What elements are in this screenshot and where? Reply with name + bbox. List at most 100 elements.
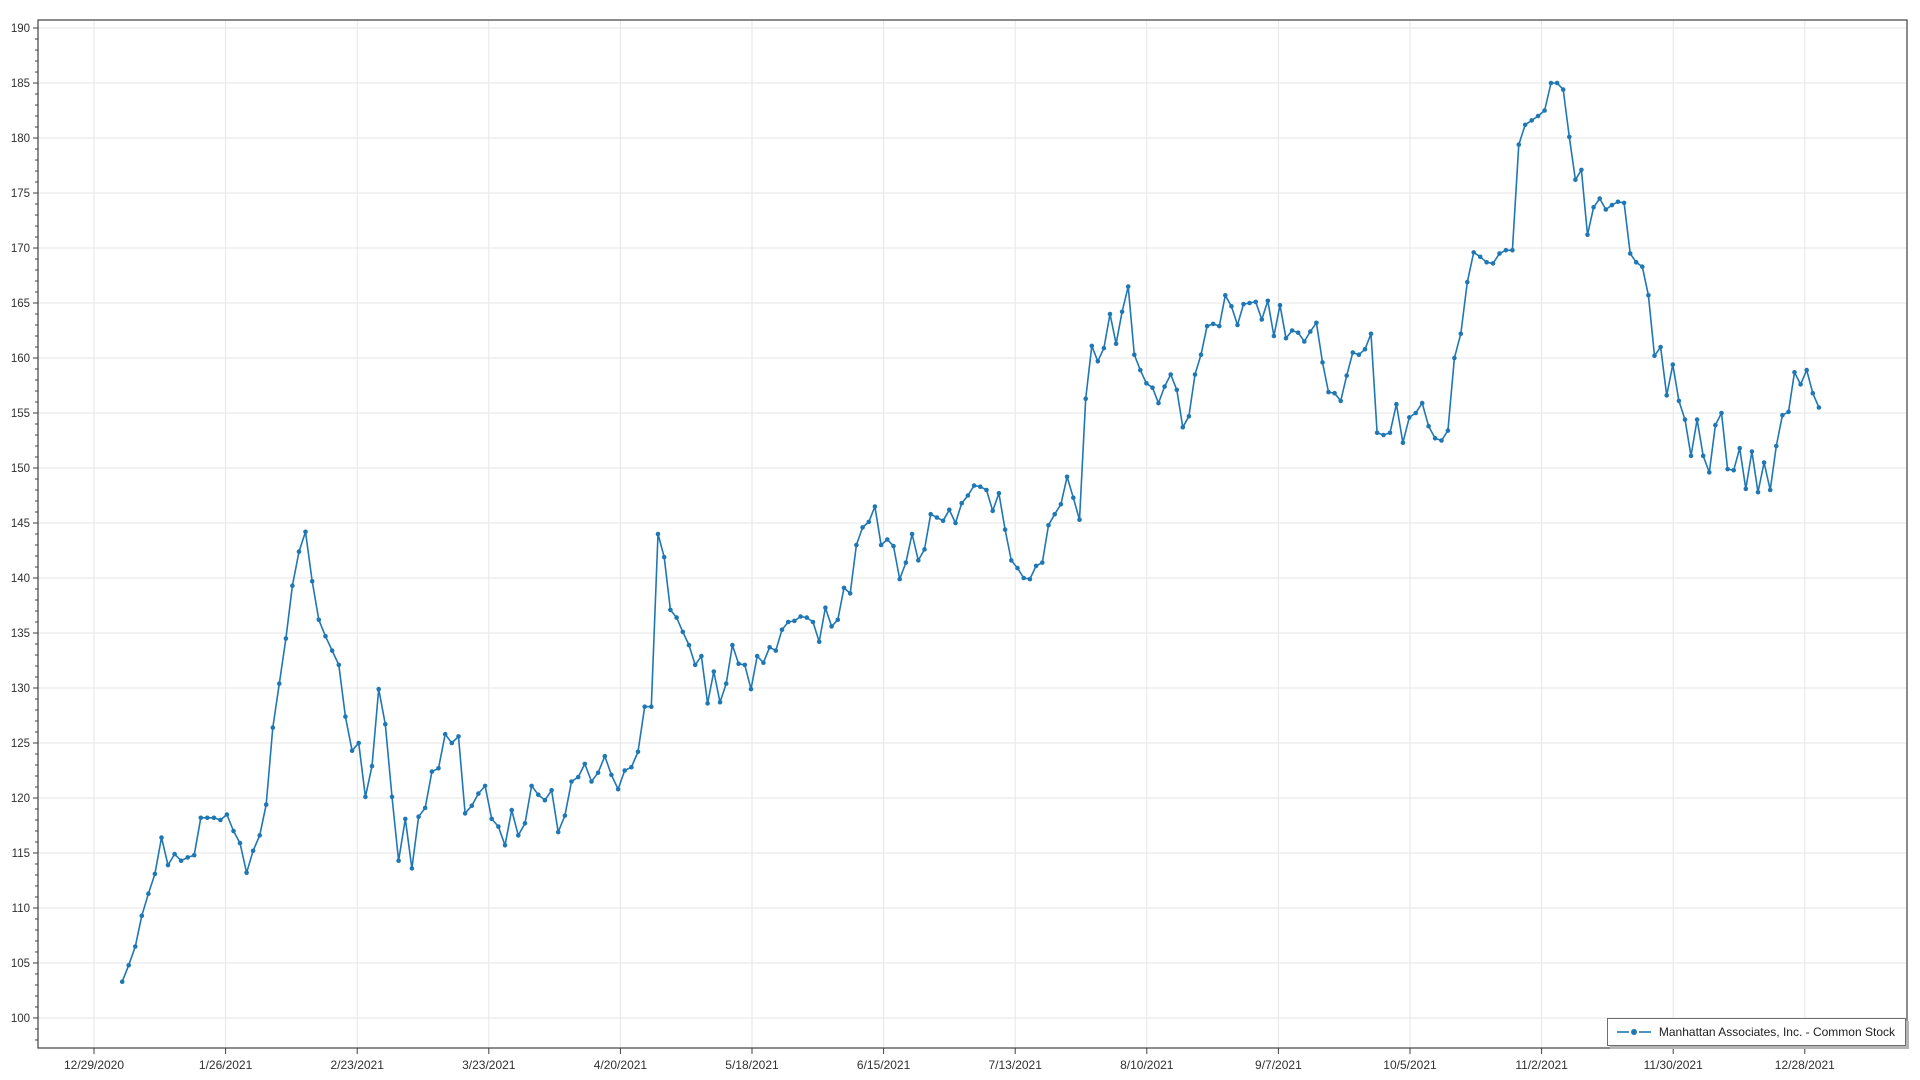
data-point <box>1192 372 1198 377</box>
x-tick-label: 10/5/2021 <box>1383 1058 1437 1072</box>
data-point <box>1101 345 1107 351</box>
data-point <box>903 560 909 565</box>
data-point <box>1737 445 1742 451</box>
data-point <box>1761 460 1767 465</box>
data-point <box>1009 558 1014 563</box>
y-tick-label: 125 <box>11 738 30 750</box>
data-point <box>854 542 859 548</box>
data-point <box>396 858 401 863</box>
data-point <box>1646 293 1651 298</box>
data-point <box>978 484 983 490</box>
data-point <box>928 511 933 517</box>
data-point <box>1241 301 1246 307</box>
data-point <box>1125 284 1131 289</box>
data-point <box>810 619 816 625</box>
gridlines <box>38 20 1907 1048</box>
data-point <box>1277 302 1283 308</box>
data-point <box>1713 422 1718 428</box>
data-point <box>1381 432 1386 438</box>
x-tick-label: 4/20/2021 <box>594 1058 648 1072</box>
data-point <box>126 962 131 968</box>
data-point <box>376 686 382 692</box>
data-point <box>152 871 158 877</box>
data-point <box>1095 359 1101 364</box>
data-point <box>1503 247 1509 253</box>
data-point <box>343 714 348 719</box>
data-point <box>1077 517 1082 522</box>
data-point <box>1413 410 1418 416</box>
data-point <box>692 662 698 668</box>
data-point <box>303 529 308 535</box>
data-point <box>1676 398 1682 404</box>
data-point <box>582 761 588 767</box>
data-point <box>363 794 368 800</box>
data-point <box>178 858 184 863</box>
data-point <box>717 700 723 705</box>
data-point <box>1210 321 1216 327</box>
x-tick-label: 5/18/2021 <box>725 1058 779 1072</box>
data-point <box>1798 382 1803 387</box>
data-point <box>449 740 455 746</box>
y-tick-label: 140 <box>11 573 30 585</box>
data-point <box>323 634 328 639</box>
data-point <box>1603 207 1609 212</box>
data-point <box>841 585 847 591</box>
data-point <box>1326 389 1331 395</box>
data-point <box>1064 474 1070 480</box>
data-point <box>1445 428 1451 433</box>
data-point <box>1407 415 1412 420</box>
data-point <box>1180 425 1186 430</box>
data-point <box>816 639 822 645</box>
data-point <box>1350 350 1356 355</box>
data-point <box>489 816 495 822</box>
data-point <box>502 843 508 848</box>
data-point <box>1156 400 1161 406</box>
y-tick-label: 175 <box>11 188 30 200</box>
x-tick-label: 1/26/2021 <box>199 1058 253 1072</box>
data-point <box>1694 417 1700 422</box>
data-point <box>529 783 534 789</box>
data-point <box>1743 486 1749 492</box>
data-point <box>383 722 388 727</box>
data-point <box>1688 453 1694 459</box>
data-point <box>1548 80 1554 86</box>
data-point <box>1452 355 1457 361</box>
legend-series-label: Manhattan Associates, Inc. - Common Stoc… <box>1658 1025 1895 1039</box>
data-point <box>1419 400 1425 406</box>
data-point <box>1247 300 1252 306</box>
data-point <box>1640 264 1645 270</box>
y-axis-ticks <box>33 27 38 1041</box>
data-point <box>823 605 828 610</box>
data-point <box>1052 511 1057 517</box>
data-point <box>139 913 145 918</box>
data-point <box>1554 80 1560 86</box>
data-point <box>456 734 461 739</box>
data-point <box>1804 367 1809 373</box>
data-point <box>655 531 661 537</box>
data-point <box>270 725 276 730</box>
data-point <box>1700 453 1706 459</box>
data-point <box>1490 261 1496 266</box>
y-tick-label: 135 <box>11 628 30 640</box>
data-point <box>356 740 362 746</box>
x-tick-label: 12/29/2020 <box>64 1058 124 1072</box>
data-point <box>1816 405 1822 410</box>
data-point <box>1542 108 1547 113</box>
data-point <box>649 704 654 709</box>
data-point <box>409 866 415 871</box>
data-point <box>1749 449 1755 454</box>
data-point <box>705 701 710 706</box>
data-point <box>629 764 634 770</box>
data-point <box>1755 489 1761 495</box>
data-point <box>885 537 890 542</box>
data-point <box>1289 328 1295 333</box>
data-point <box>1621 200 1627 206</box>
data-point <box>909 531 915 537</box>
data-point <box>172 851 177 857</box>
data-point <box>575 774 581 780</box>
data-point <box>602 753 608 759</box>
data-points <box>119 80 1822 984</box>
data-point <box>211 815 217 821</box>
data-point <box>1002 527 1008 532</box>
